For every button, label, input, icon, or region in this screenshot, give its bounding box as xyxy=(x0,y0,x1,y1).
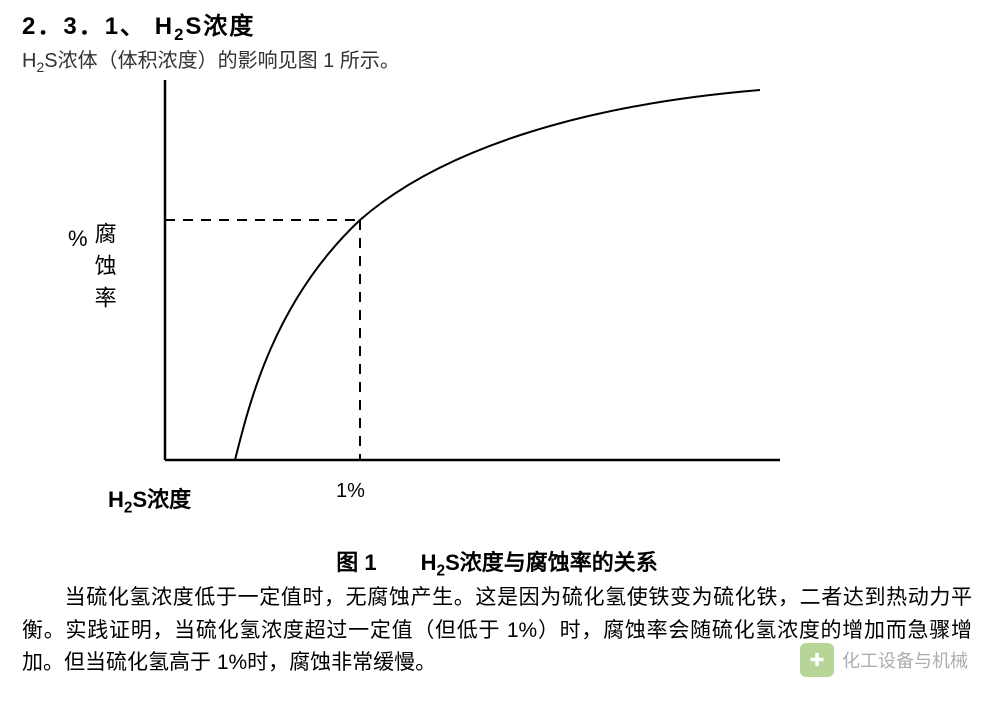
watermark: ✚ 化工设备与机械 xyxy=(794,641,974,679)
caption-post: S浓度与腐蚀率的关系 xyxy=(445,550,658,575)
x-tick-1pct: 1% xyxy=(336,480,365,503)
chart-curve xyxy=(235,90,760,460)
watermark-glyph: ✚ xyxy=(809,650,824,671)
chart-svg xyxy=(60,80,860,500)
caption-label: 图 1 xyxy=(336,550,376,575)
wechat-icon: ✚ xyxy=(800,643,834,677)
watermark-text: 化工设备与机械 xyxy=(842,647,968,673)
x-axis-post: S浓度 xyxy=(132,487,191,512)
heading-title-post: S浓度 xyxy=(185,13,255,40)
intro-post: S浓体（体积浓度）的影响见图 1 所示。 xyxy=(44,50,400,72)
corrosion-rate-chart xyxy=(60,80,860,500)
y-axis-chars: 腐蚀率 xyxy=(92,222,117,318)
heading-title-pre: H xyxy=(155,13,174,40)
heading-number: 2．3．1、 xyxy=(22,13,146,40)
y-axis-label: 腐蚀率 % xyxy=(68,222,120,318)
figure-caption: 图 1 H2S浓度与腐蚀率的关系 xyxy=(0,545,994,580)
caption-sub: 2 xyxy=(437,562,446,579)
heading-title-sub: 2 xyxy=(174,25,185,44)
caption-gap xyxy=(377,550,421,575)
intro-text: H2S浓体（体积浓度）的影响见图 1 所示。 xyxy=(22,44,400,75)
x-axis-label: H2S浓度 xyxy=(108,482,191,517)
section-heading: 2．3．1、 H2S浓度 xyxy=(22,6,255,45)
intro-pre: H xyxy=(22,50,36,72)
y-axis-pct: % xyxy=(68,226,88,252)
caption-pre: H xyxy=(421,550,437,575)
x-axis-pre: H xyxy=(108,487,124,512)
